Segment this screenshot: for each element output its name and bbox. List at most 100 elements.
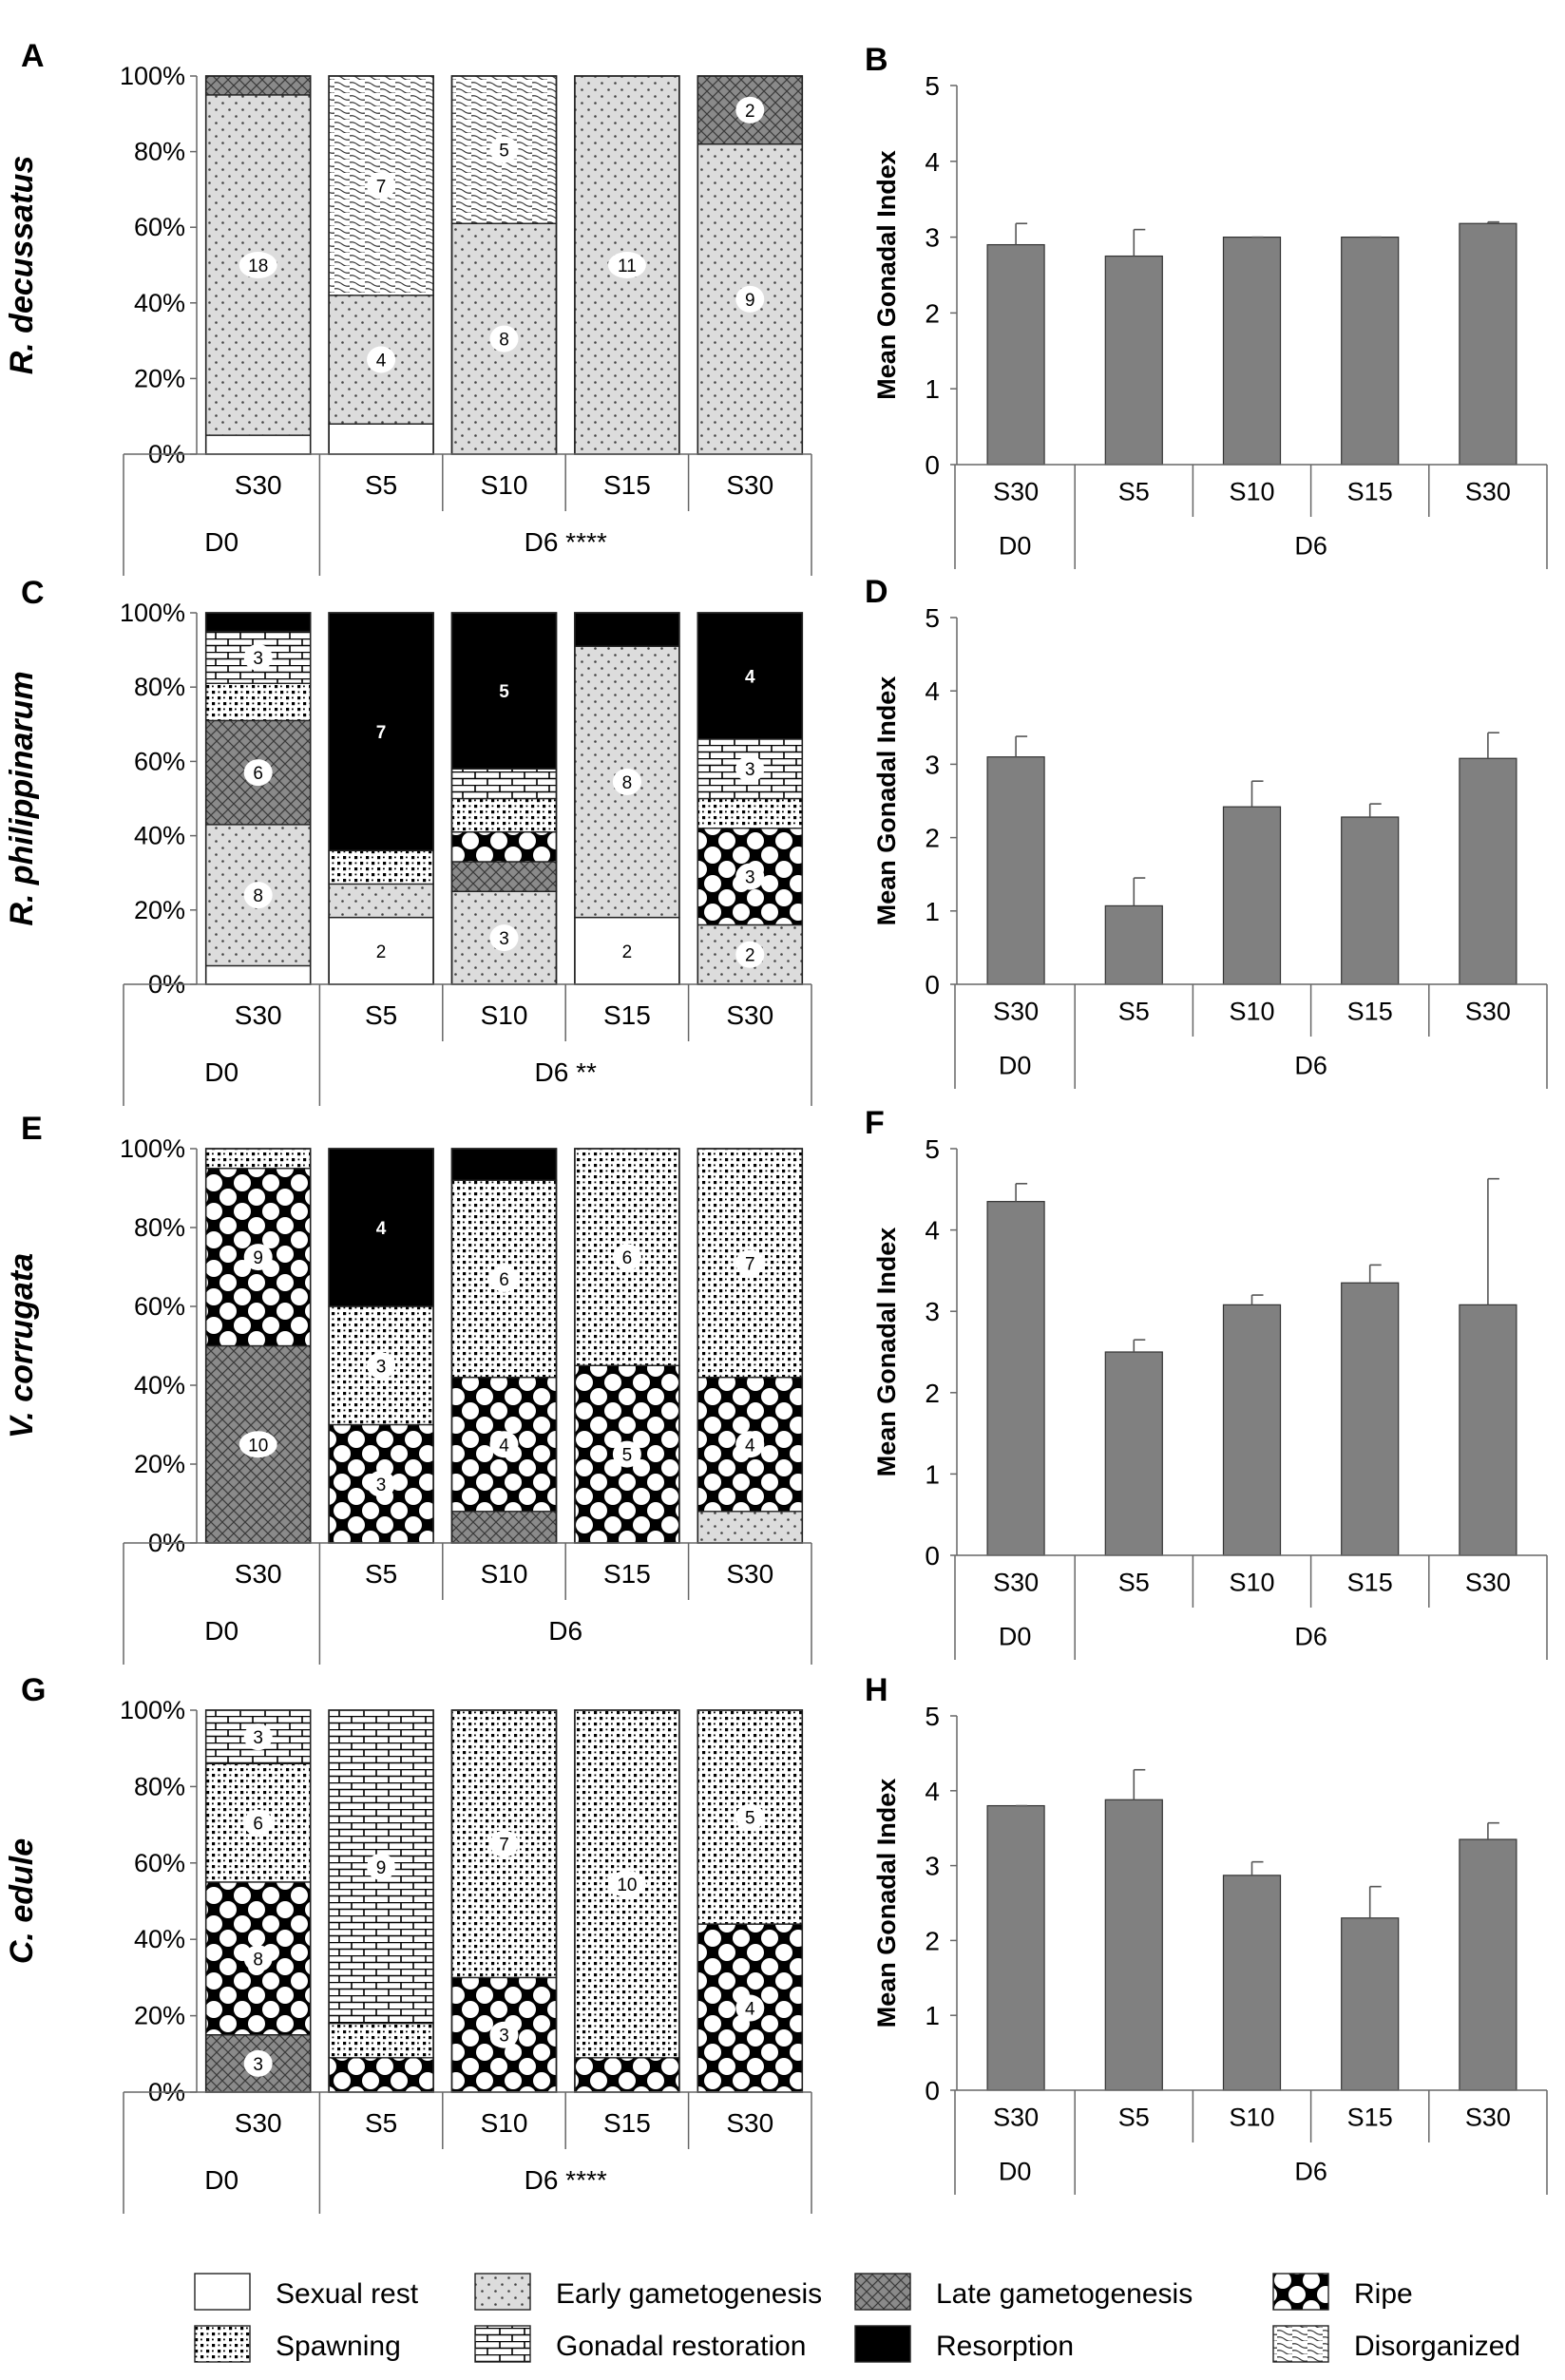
- x-category-label: S30: [235, 1559, 282, 1589]
- y-tick-label: 5: [925, 1134, 940, 1164]
- x-category-label: S30: [1465, 2104, 1511, 2132]
- data-label-bg: [367, 937, 396, 964]
- x-category-label: S5: [1118, 998, 1150, 1026]
- data-label: 3: [745, 868, 755, 888]
- y-tick-label: 60%: [134, 213, 185, 241]
- data-label: 6: [499, 1270, 509, 1290]
- panel-label: G: [21, 1672, 46, 1708]
- y-tick-label: 1: [925, 374, 940, 404]
- bar: [1222, 806, 1282, 985]
- data-label-bg: [489, 924, 519, 952]
- x-group-label: D6: [1294, 1052, 1327, 1080]
- data-label-bg: [612, 1440, 641, 1468]
- x-group-label: D0: [999, 2158, 1032, 2186]
- data-label-bg: [612, 937, 641, 964]
- bar-segment-resorption: [697, 612, 803, 740]
- y-tick-label: 80%: [134, 673, 185, 701]
- data-label: 3: [499, 2027, 509, 2047]
- data-label-bg: [735, 1431, 765, 1458]
- y-tick-label: 0: [925, 2076, 940, 2105]
- bar: [1341, 1282, 1400, 1556]
- bar: [1222, 1304, 1282, 1556]
- x-category-label: S5: [365, 470, 397, 500]
- bar: [1459, 1304, 1517, 1556]
- x-category-label: S5: [365, 1559, 397, 1589]
- data-label-bg: [243, 2049, 273, 2077]
- y-tick-label: 20%: [134, 896, 185, 924]
- x-group-label: D0: [204, 1057, 239, 1087]
- y-tick-label: 2: [925, 824, 940, 853]
- data-label-bg: [612, 768, 641, 795]
- bar-segment-resorption: [204, 612, 312, 633]
- bar: [1222, 237, 1282, 466]
- legend-item-late-gametogenesis: Late gametogenesis: [854, 2273, 1193, 2311]
- legend-label: Late gametogenesis: [936, 2278, 1193, 2310]
- data-label-bg: [735, 1803, 765, 1831]
- x-category-label: S30: [993, 2104, 1039, 2132]
- legend-item-ripe: Ripe: [1272, 2273, 1413, 2311]
- data-label: 4: [376, 352, 387, 371]
- data-label: 6: [253, 1815, 263, 1835]
- y-tick-label: 3: [925, 1852, 940, 1881]
- legend-swatch: [194, 2273, 251, 2311]
- y-tick-label: 1: [925, 2001, 940, 2030]
- data-label: 4: [745, 1436, 755, 1456]
- data-label-bg: [367, 1470, 396, 1497]
- y-tick-label: 80%: [134, 1772, 185, 1800]
- bar-segment-early-gametogenesis: [697, 1511, 803, 1544]
- bar-segment-resorption: [574, 612, 680, 647]
- data-label-bg: [735, 941, 765, 968]
- data-label-bg: [243, 1244, 273, 1271]
- legend-label: Gonadal restoration: [556, 2331, 807, 2362]
- x-group-label: D6 ****: [525, 2165, 607, 2195]
- y-tick-label: 1: [925, 897, 940, 926]
- x-group-label: D6: [1294, 532, 1327, 561]
- species-label: R. decussatus: [4, 156, 40, 375]
- data-label: 9: [253, 1248, 263, 1268]
- data-label-bg: [243, 643, 273, 671]
- data-label-bg: [367, 346, 396, 373]
- panel-label: A: [21, 38, 45, 74]
- data-label-bg: [243, 1945, 273, 1972]
- data-label: 8: [253, 1950, 263, 1970]
- panel-E: EV. corrugata0%20%40%60%80%100%109334465…: [4, 1111, 812, 1665]
- bar: [986, 243, 1045, 466]
- x-category-label: S15: [1347, 2104, 1393, 2132]
- bar-segment-ripe: [450, 830, 558, 863]
- legend-item-early-gametogenesis: Early gametogenesis: [474, 2273, 822, 2311]
- data-label: 18: [248, 257, 268, 276]
- y-axis-title: Mean Gonadal Index: [872, 676, 901, 926]
- x-category-label: S5: [365, 1000, 397, 1030]
- data-label: 7: [745, 1254, 755, 1274]
- data-label: 7: [376, 177, 387, 197]
- y-tick-label: 4: [925, 1216, 940, 1246]
- bar-segment-early-gametogenesis: [328, 883, 434, 919]
- bar-segment-spawning: [697, 797, 803, 829]
- data-label-bg: [239, 1431, 277, 1458]
- x-category-label: S10: [481, 470, 528, 500]
- data-label: 3: [376, 1476, 387, 1495]
- x-category-label: S30: [235, 1000, 282, 1030]
- data-label-bg: [489, 136, 519, 163]
- x-category-label: S10: [1229, 2104, 1274, 2132]
- y-tick-label: 40%: [134, 822, 185, 850]
- data-label-bg: [735, 285, 765, 313]
- data-label-bg: [243, 759, 273, 787]
- y-tick-label: 5: [925, 71, 940, 101]
- data-label: 2: [376, 942, 387, 962]
- data-label: 5: [622, 1446, 633, 1466]
- legend-item-resorption: Resorption: [854, 2325, 1074, 2363]
- x-group-label: D0: [999, 1052, 1032, 1080]
- bar: [986, 756, 1045, 985]
- y-tick-label: 2: [925, 1379, 940, 1408]
- y-tick-label: 100%: [120, 599, 185, 627]
- species-label: C. edule: [4, 1838, 40, 1964]
- y-tick-label: 60%: [134, 747, 185, 775]
- y-tick-label: 40%: [134, 1925, 185, 1953]
- x-category-label: S15: [603, 2108, 651, 2138]
- data-label: 4: [745, 667, 755, 687]
- bar-segment-spawning: [328, 849, 434, 885]
- y-tick-label: 40%: [134, 1371, 185, 1399]
- x-group-label: D6: [1294, 2158, 1327, 2186]
- y-tick-label: 100%: [120, 1696, 185, 1724]
